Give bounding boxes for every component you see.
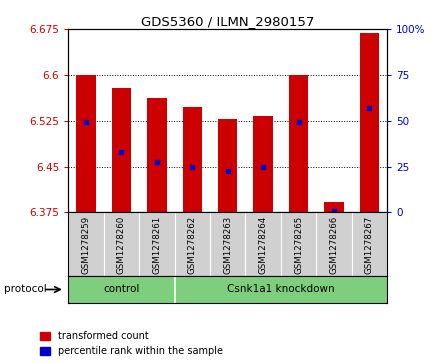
Text: GSM1278260: GSM1278260 — [117, 216, 126, 274]
Text: GSM1278264: GSM1278264 — [259, 216, 268, 274]
Point — [260, 164, 267, 170]
Point — [224, 168, 231, 174]
Bar — [360, 33, 379, 212]
Bar — [324, 202, 344, 212]
Text: GSM1278267: GSM1278267 — [365, 216, 374, 274]
Bar — [253, 117, 273, 212]
Legend: transformed count, percentile rank within the sample: transformed count, percentile rank withi… — [40, 331, 223, 356]
Text: control: control — [103, 285, 139, 294]
Title: GDS5360 / ILMN_2980157: GDS5360 / ILMN_2980157 — [141, 15, 315, 28]
Point — [295, 119, 302, 125]
Bar — [147, 98, 167, 212]
Point — [153, 159, 160, 164]
Text: GSM1278266: GSM1278266 — [330, 216, 338, 274]
Point — [366, 106, 373, 111]
Point — [118, 150, 125, 155]
Bar — [183, 107, 202, 212]
Text: GSM1278261: GSM1278261 — [152, 216, 161, 274]
Text: GSM1278263: GSM1278263 — [223, 216, 232, 274]
Point — [82, 119, 89, 125]
Bar — [76, 75, 95, 212]
Bar — [112, 88, 131, 212]
Text: GSM1278265: GSM1278265 — [294, 216, 303, 274]
Text: protocol: protocol — [4, 285, 47, 294]
Text: GSM1278262: GSM1278262 — [188, 216, 197, 274]
Bar — [289, 75, 308, 212]
Point — [330, 208, 337, 213]
Text: Csnk1a1 knockdown: Csnk1a1 knockdown — [227, 285, 335, 294]
Bar — [218, 119, 238, 212]
Point — [189, 164, 196, 170]
Text: GSM1278259: GSM1278259 — [81, 216, 91, 274]
